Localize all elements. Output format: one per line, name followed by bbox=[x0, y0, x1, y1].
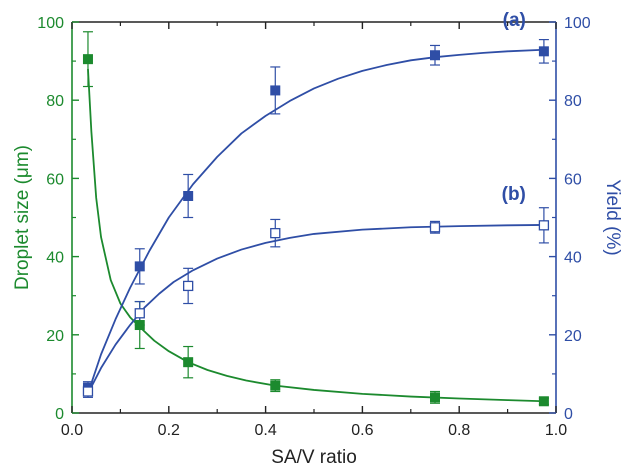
fit-curves-group bbox=[87, 48, 544, 403]
yield-a-data-point bbox=[183, 190, 194, 201]
yield-a-data-point bbox=[270, 85, 281, 96]
yield-a-data-point bbox=[430, 50, 440, 61]
y-left-tick-label: 40 bbox=[46, 250, 64, 267]
yield-a-data-point bbox=[538, 46, 549, 57]
yield-b-data-point bbox=[538, 220, 550, 231]
y-right-tick-label: 80 bbox=[564, 93, 582, 110]
yield-b-data-point bbox=[134, 308, 145, 319]
y-right-tick-label: 60 bbox=[564, 171, 582, 188]
yield-a-series-label: (a) bbox=[503, 10, 526, 31]
yield-b-data-point bbox=[82, 386, 94, 397]
y-right-tick-label: 40 bbox=[564, 250, 582, 267]
yield-b-data-point bbox=[183, 280, 194, 292]
droplet-data-point bbox=[538, 396, 549, 407]
yield-b-data-point bbox=[429, 222, 441, 233]
yield-a-fit-curve bbox=[87, 48, 544, 394]
y-right-tick-label: 20 bbox=[564, 328, 582, 345]
x-axis-title: SA/V ratio bbox=[271, 447, 357, 468]
data-points-group bbox=[82, 46, 550, 407]
droplet-data-point bbox=[430, 392, 440, 403]
x-tick-label: 0.4 bbox=[254, 422, 276, 439]
droplet-data-point bbox=[270, 380, 281, 391]
labels-group: SA/V ratio Droplet size (μm) Yield (%) (a) (… bbox=[12, 10, 623, 468]
droplet-data-point bbox=[183, 357, 194, 368]
y-left-tick-label: 60 bbox=[46, 171, 64, 188]
y-right-tick-label: 0 bbox=[564, 406, 573, 423]
y-left-tick-label: 20 bbox=[46, 328, 64, 345]
x-tick-label: 0.0 bbox=[61, 422, 83, 439]
droplet-fit-curve bbox=[87, 68, 544, 403]
yield-b-fit-curve bbox=[87, 224, 544, 394]
y-right-axis-title: Yield (%) bbox=[602, 179, 623, 255]
y-left-tick-label: 80 bbox=[46, 93, 64, 110]
y-left-tick-label: 0 bbox=[55, 406, 64, 423]
yield-b-data-point bbox=[270, 227, 281, 239]
x-tick-label: 1.0 bbox=[545, 422, 567, 439]
x-tick-label: 0.8 bbox=[448, 422, 470, 439]
yield-b-series-label: (b) bbox=[502, 184, 526, 205]
droplet-data-point bbox=[134, 320, 145, 331]
x-tick-label: 0.6 bbox=[351, 422, 373, 439]
axes-group: 0.0 0.2 0.4 0.6 0.8 1.00204060801000204060801… bbox=[37, 15, 591, 439]
y-left-tick-label: 100 bbox=[37, 15, 64, 32]
x-tick-label: 0.2 bbox=[158, 422, 180, 439]
droplet-data-point bbox=[82, 54, 93, 65]
yield-a-data-point bbox=[134, 261, 145, 272]
y-left-axis-title: Droplet size (μm) bbox=[12, 145, 33, 290]
y-right-tick-label: 100 bbox=[564, 15, 591, 32]
